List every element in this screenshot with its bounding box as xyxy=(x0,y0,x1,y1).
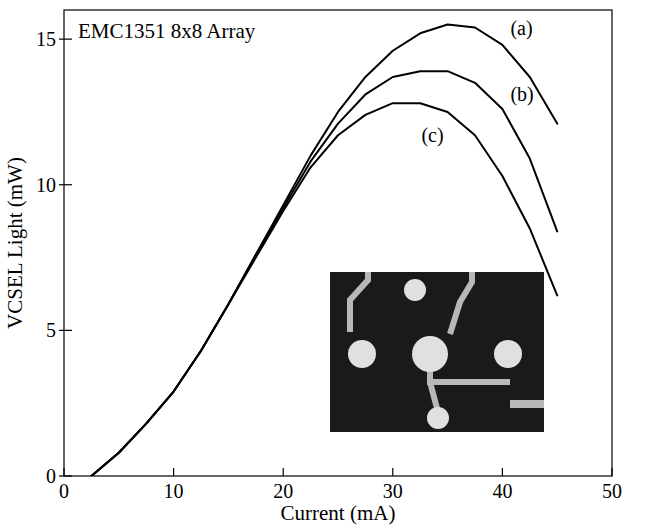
inset-pad xyxy=(494,340,522,368)
x-tick xyxy=(283,468,284,476)
y-tick-label: 10 xyxy=(36,174,56,196)
x-tick xyxy=(502,468,503,476)
y-tick-label: 5 xyxy=(46,319,56,341)
inset-trace xyxy=(450,272,472,334)
x-tick xyxy=(173,468,174,476)
inset-bg xyxy=(330,272,544,432)
x-tick-label: 10 xyxy=(164,480,184,502)
x-tick-label: 30 xyxy=(383,480,403,502)
y-axis-title: VCSEL Light (mW) xyxy=(3,157,27,329)
inset-trace xyxy=(350,272,368,332)
series-label: (c) xyxy=(421,124,443,147)
y-tick-label: 15 xyxy=(36,28,56,50)
y-tick-label: 0 xyxy=(46,465,56,487)
series-line xyxy=(91,71,557,476)
y-tick-out xyxy=(59,330,64,331)
y-tick xyxy=(64,39,72,40)
series-line xyxy=(91,103,557,476)
inset-pad xyxy=(427,407,449,429)
x-tick xyxy=(63,468,64,476)
chart: 0 10 20 30 40 50 0 5 10 15 Current (mA) VCSEL Light… xyxy=(0,0,652,531)
y-tick-out xyxy=(59,39,64,40)
y-tick xyxy=(64,330,72,331)
series-label: (a) xyxy=(510,17,532,40)
x-tick-label: 40 xyxy=(492,480,512,502)
lines xyxy=(91,25,557,476)
inset-photo xyxy=(330,272,544,432)
y-tick-out xyxy=(59,184,64,185)
inset-pad xyxy=(348,340,376,368)
inset-trace xyxy=(510,400,544,408)
inset-pad xyxy=(404,279,426,301)
title: EMC1351 8x8 Array xyxy=(78,19,256,43)
series-line xyxy=(91,25,557,476)
y-tick xyxy=(64,475,72,476)
y-tick-out xyxy=(59,475,64,476)
x-tick-label: 50 xyxy=(602,480,622,502)
x-tick-label: 0 xyxy=(59,480,69,502)
y-tick xyxy=(64,184,72,185)
x-tick xyxy=(392,468,393,476)
x-axis-title: Current (mA) xyxy=(281,501,396,525)
series-label: (b) xyxy=(510,83,533,106)
plot-frame xyxy=(64,10,612,476)
x-tick-label: 20 xyxy=(273,480,293,502)
inset-pad xyxy=(412,336,448,372)
x-tick xyxy=(611,468,612,476)
